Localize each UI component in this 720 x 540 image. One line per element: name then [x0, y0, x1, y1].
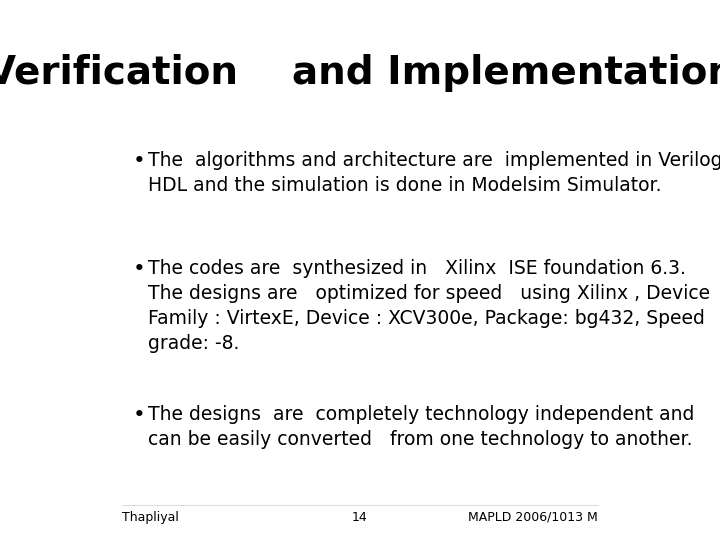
Text: •: • [132, 151, 145, 171]
Text: •: • [132, 259, 145, 279]
Text: The  algorithms and architecture are  implemented in Verilog
HDL and the simulat: The algorithms and architecture are impl… [148, 151, 720, 195]
Text: MAPLD 2006/1013 M: MAPLD 2006/1013 M [468, 511, 598, 524]
Text: 14: 14 [352, 511, 368, 524]
Text: The designs  are  completely technology independent and
can be easily converted : The designs are completely technology in… [148, 405, 695, 449]
Text: Verification    and Implementation: Verification and Implementation [0, 54, 720, 92]
Text: •: • [132, 405, 145, 425]
Text: The codes are  synthesized in   Xilinx  ISE foundation 6.3.
The designs are   op: The codes are synthesized in Xilinx ISE … [148, 259, 711, 353]
Text: Thapliyal: Thapliyal [122, 511, 179, 524]
